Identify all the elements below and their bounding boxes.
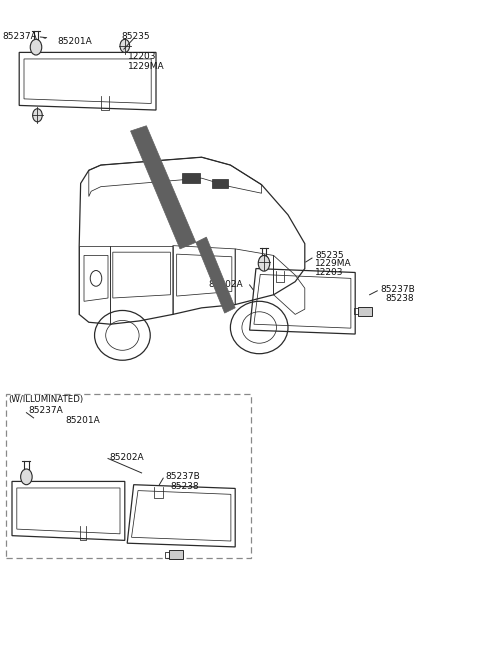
Text: 85237B: 85237B	[380, 285, 415, 294]
Text: 85235: 85235	[121, 32, 150, 41]
Circle shape	[259, 255, 269, 269]
Text: 85237B: 85237B	[166, 472, 200, 481]
Text: 85202A: 85202A	[109, 453, 144, 462]
Text: 12203: 12203	[315, 268, 344, 277]
Bar	[358, 307, 372, 316]
Circle shape	[33, 109, 42, 122]
Text: 85238: 85238	[170, 481, 199, 491]
Polygon shape	[196, 237, 235, 313]
Bar	[169, 550, 182, 559]
Bar	[182, 173, 200, 183]
Text: 1229MA: 1229MA	[128, 62, 165, 71]
Text: 85235: 85235	[315, 251, 344, 260]
Text: 85201A: 85201A	[66, 416, 100, 425]
Text: 85237A: 85237A	[2, 32, 37, 41]
Text: 12203: 12203	[128, 52, 156, 62]
Circle shape	[21, 469, 32, 485]
Bar	[212, 179, 228, 188]
Text: 85201A: 85201A	[58, 37, 92, 47]
Text: 85202A: 85202A	[209, 280, 243, 290]
Text: 85238: 85238	[385, 293, 414, 303]
Text: 85237A: 85237A	[29, 406, 63, 415]
Circle shape	[258, 255, 270, 271]
Polygon shape	[131, 126, 196, 249]
Text: (W/ILLUMINATED): (W/ILLUMINATED)	[9, 395, 84, 404]
Circle shape	[30, 39, 42, 55]
Circle shape	[120, 39, 130, 52]
Text: 1229MA: 1229MA	[315, 259, 352, 269]
Bar	[6, 394, 251, 558]
